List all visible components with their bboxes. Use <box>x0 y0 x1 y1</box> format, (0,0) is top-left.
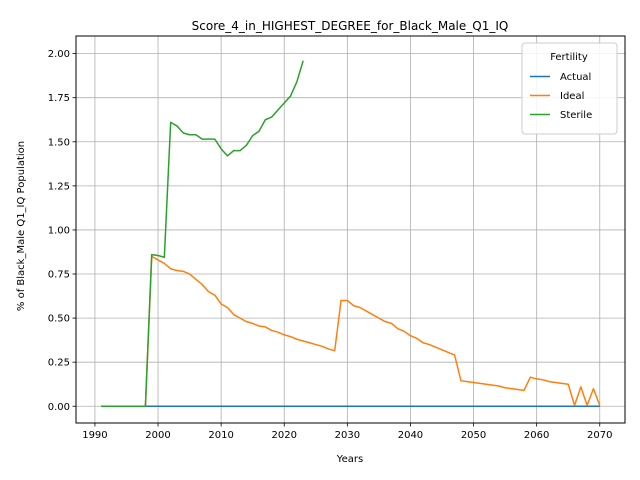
x-tick-label: 2050 <box>461 430 486 441</box>
y-tick-label: 1.25 <box>48 181 70 192</box>
legend: Fertility Actual Ideal Sterile <box>521 42 618 135</box>
x-tick-label: 2040 <box>398 430 423 441</box>
chart-title: Score_4_in_HIGHEST_DEGREE_for_Black_Male… <box>192 19 509 33</box>
y-tick-label: 1.75 <box>48 93 70 104</box>
legend-entries: Actual Ideal Sterile <box>530 72 592 121</box>
y-tick-label: 2.00 <box>48 49 70 60</box>
x-tick-label: 2030 <box>335 430 360 441</box>
y-tick-label: 1.00 <box>48 225 70 236</box>
x-tick-label: 2010 <box>208 430 233 441</box>
y-axis-label: % of Black_Male Q1_IQ Population <box>16 141 27 311</box>
x-tick-label: 2020 <box>272 430 297 441</box>
x-tick-label: 1990 <box>82 430 107 441</box>
series-line-sterile <box>101 60 304 407</box>
series-lines <box>101 60 601 407</box>
x-tick-label: 2060 <box>524 430 549 441</box>
y-tick-label: 0.00 <box>48 402 70 413</box>
legend-label-actual: Actual <box>560 72 591 83</box>
legend-title: Fertility <box>550 52 588 63</box>
y-tick-label: 0.50 <box>48 314 70 325</box>
grid-lines <box>76 36 625 423</box>
axis-ticks: 1990 2000 2010 2020 2030 2040 2050 2060 2070 0.00… <box>48 49 613 441</box>
y-tick-label: 1.50 <box>48 137 70 148</box>
legend-box <box>521 42 618 135</box>
plot-frame <box>75 35 626 424</box>
x-tick-label: 2000 <box>145 430 170 441</box>
series-line-ideal <box>101 255 601 407</box>
legend-label-ideal: Ideal <box>560 91 584 102</box>
y-tick-label: 0.25 <box>48 358 70 369</box>
x-tick-label: 2070 <box>587 430 612 441</box>
legend-label-sterile: Sterile <box>560 110 592 121</box>
y-tick-label: 0.75 <box>48 270 70 281</box>
x-axis-label: Years <box>336 454 363 465</box>
